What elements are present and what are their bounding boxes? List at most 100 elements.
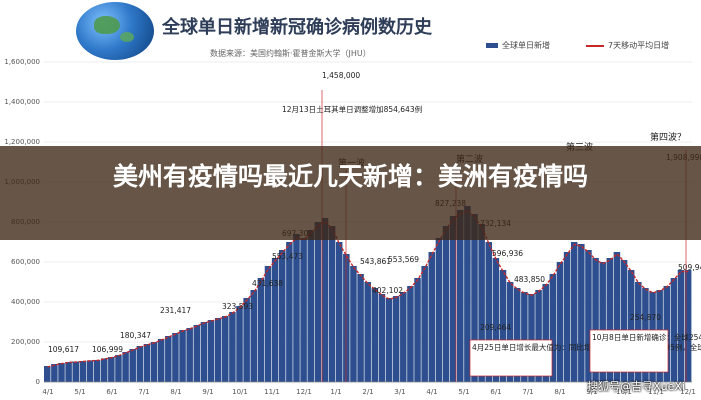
x-tick-label: 1/1 — [330, 388, 341, 396]
peak-note: 12月13日土耳其单日调整增加854,643例 — [282, 104, 422, 114]
x-tick-label: 5/1 — [74, 388, 85, 396]
daily-case-bar — [328, 226, 336, 382]
daily-case-bar — [563, 252, 571, 382]
x-tick-label: 8/1 — [170, 388, 181, 396]
data-label: 596,936 — [492, 249, 523, 258]
daily-case-bar — [414, 278, 421, 382]
daily-case-bar — [157, 339, 165, 382]
daily-case-bar — [44, 366, 51, 382]
daily-case-bar — [421, 266, 428, 382]
x-tick-label: 7/1 — [522, 388, 533, 396]
x-tick-label: 11/1 — [648, 388, 664, 396]
daily-case-bar — [79, 361, 87, 382]
article-title-banner: 美州有疫情吗最近几天新增：美洲有疫情吗 — [0, 146, 701, 240]
daily-case-bar — [165, 336, 172, 382]
data-label: 402,102 — [372, 286, 403, 295]
y-tick-label: 400,000 — [11, 298, 40, 306]
daily-case-bar — [222, 316, 229, 382]
source-watermark: 搜狐号@吉寻XueXi — [587, 380, 685, 393]
x-tick-label: 12/1 — [296, 388, 312, 396]
daily-case-bar — [72, 361, 80, 382]
y-tick-label: 1,200,000 — [4, 138, 40, 146]
x-tick-label: 10/1 — [232, 388, 248, 396]
daily-case-bar — [499, 270, 507, 382]
legend-swatch-line — [586, 45, 604, 47]
daily-case-bar — [321, 218, 329, 382]
chart-subtitle: 数据来源：美国约翰斯·霍普金斯大学（JHU） — [210, 49, 371, 58]
chart-legend: 全球单日新增 7天移动平均日增 — [486, 38, 696, 54]
daily-case-bar — [229, 312, 236, 382]
x-tick-label: 2/1 — [362, 388, 373, 396]
data-label: 209,464 — [480, 323, 511, 332]
daily-case-bar — [271, 258, 279, 382]
daily-case-bar — [193, 325, 201, 382]
daily-case-bar — [506, 282, 514, 382]
daily-case-bar — [442, 226, 450, 382]
daily-case-bar — [535, 290, 542, 382]
daily-case-bar — [243, 298, 250, 382]
moving-average-line — [47, 209, 689, 368]
data-label: 509,941 — [678, 263, 701, 272]
x-tick-label: 12/1 — [680, 388, 696, 396]
legend-swatch-bars — [486, 43, 498, 48]
data-label: 483,850 — [514, 275, 545, 284]
daily-case-bar — [278, 250, 286, 382]
daily-case-bar — [371, 288, 379, 382]
daily-case-bar — [172, 333, 179, 382]
x-tick-label: 5/1 — [458, 388, 469, 396]
daily-case-bar — [627, 270, 635, 382]
data-label: 109,617 — [48, 345, 79, 354]
x-tick-label: 9/1 — [586, 388, 597, 396]
daily-case-bar — [457, 210, 464, 382]
daily-case-bar — [677, 270, 685, 382]
y-tick-label: 1,400,000 — [4, 98, 40, 106]
daily-case-bar — [400, 292, 407, 382]
daily-case-bar — [307, 230, 314, 382]
daily-case-bar — [350, 266, 357, 382]
daily-case-bar — [179, 330, 186, 382]
daily-case-bar — [264, 266, 272, 382]
daily-case-bar — [150, 342, 158, 382]
x-tick-label: 6/1 — [106, 388, 117, 396]
chart-header: 全球单日新增新冠确诊病例数历史 数据来源：美国约翰斯·霍普金斯大学（JHU） 全… — [0, 0, 701, 62]
october-note-box — [589, 329, 669, 373]
daily-case-bar — [670, 278, 678, 382]
daily-case-bar — [513, 288, 521, 382]
daily-case-bar — [58, 363, 65, 382]
data-label: 431,638 — [252, 279, 283, 288]
daily-case-bar — [122, 352, 129, 382]
daily-case-bar — [570, 242, 578, 382]
daily-case-bar — [364, 282, 371, 382]
daily-case-bar — [136, 346, 144, 382]
daily-case-bar — [286, 242, 293, 382]
daily-case-bar — [100, 358, 108, 382]
data-label: 323,593 — [222, 302, 253, 311]
x-tick-label: 6/1 — [490, 388, 501, 396]
y-tick-label: 0 — [36, 378, 40, 386]
daily-case-bar — [492, 258, 500, 382]
data-label: 553,569 — [388, 255, 419, 264]
wave-label: 第四波？ — [650, 131, 686, 143]
y-tick-label: 1,600,000 — [4, 58, 40, 66]
x-tick-label: 11/1 — [264, 388, 280, 396]
y-tick-label: 600,000 — [11, 258, 40, 266]
daily-case-bar — [293, 234, 300, 382]
daily-case-bar — [257, 278, 265, 382]
daily-case-bar — [542, 284, 549, 382]
daily-case-bar — [392, 296, 400, 382]
daily-case-bar — [186, 328, 193, 382]
daily-case-bar — [314, 222, 322, 382]
daily-case-bar — [385, 298, 393, 382]
data-label: 180,347 — [120, 331, 151, 340]
data-label: 1,458,000 — [322, 71, 360, 80]
daily-case-bar — [549, 274, 557, 382]
globe-logo — [76, 2, 154, 60]
legend-label-bars: 全球单日新增 — [502, 41, 550, 50]
daily-case-bar — [214, 318, 222, 382]
daily-case-bar — [521, 292, 528, 382]
x-tick-label: 10/1 — [616, 388, 632, 396]
daily-case-bar — [528, 294, 535, 382]
data-label: 106,999 — [92, 345, 123, 354]
